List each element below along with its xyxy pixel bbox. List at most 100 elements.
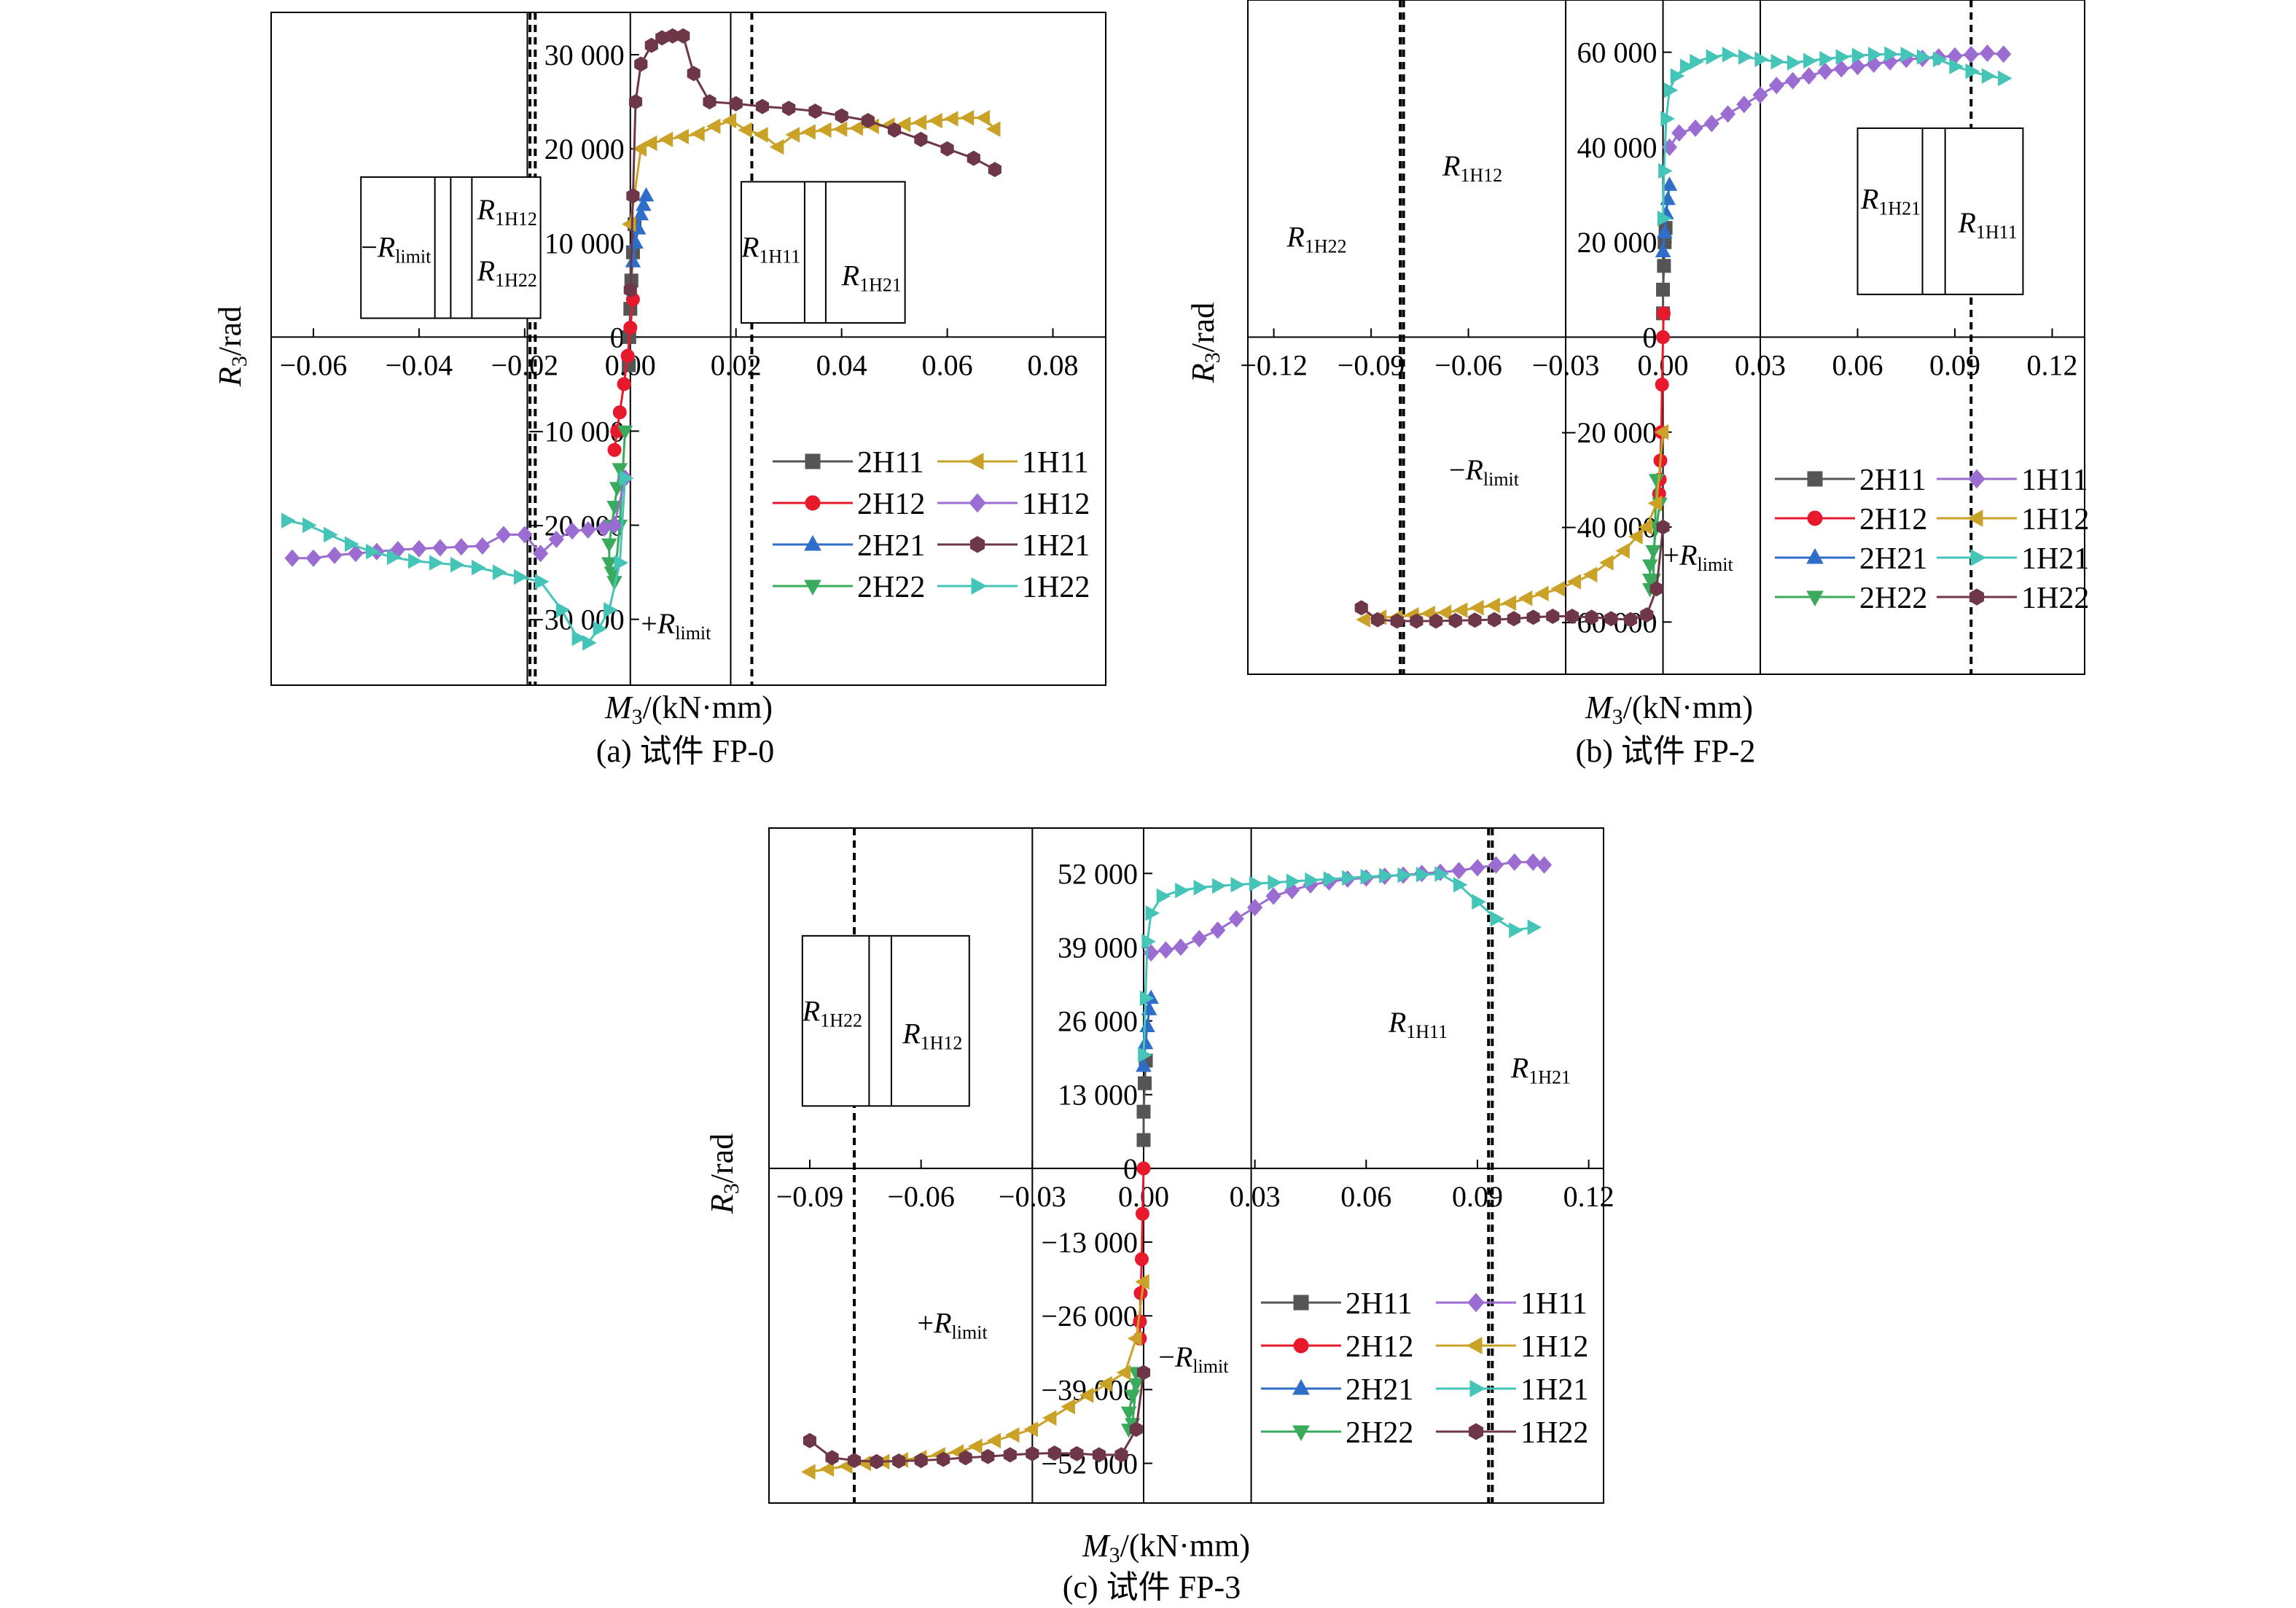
annotation-3-main: R <box>1957 206 1975 239</box>
data-point-1H21 <box>1527 919 1542 935</box>
data-point-1H22 <box>281 512 296 528</box>
annotation-0-main: R <box>802 995 820 1028</box>
y-tick-label: 26 000 <box>1058 1005 1138 1038</box>
legend-marker-2H22 <box>1292 1425 1310 1442</box>
data-point-1H12 <box>564 522 580 540</box>
data-point-1H11 <box>1210 921 1226 940</box>
x-tick-label: −0.09 <box>776 1180 844 1213</box>
data-point-1H22 <box>324 526 338 543</box>
data-point-1H11 <box>985 121 1001 137</box>
annotation-5-main: R <box>1679 539 1697 571</box>
data-point-1H21 <box>835 108 848 124</box>
legend: 2H11 1H11 2H12 1H12 2H21 1H21 2H22 1H22 <box>1261 1287 1588 1450</box>
x-axis-label-subscript: 3 <box>1109 1543 1120 1567</box>
data-point-2H22 <box>612 463 628 477</box>
data-point-1H12 <box>819 1461 835 1478</box>
data-point-2H11 <box>1136 1104 1151 1119</box>
data-point-1H22 <box>1070 1445 1084 1461</box>
data-point-1H21 <box>634 56 648 72</box>
x-tick-label: −0.04 <box>386 348 453 381</box>
annotation-3: R1H11 <box>1957 206 2017 243</box>
data-point-1H21 <box>1998 70 2012 87</box>
data-point-2H11 <box>1657 259 1671 273</box>
annotation-0-sub: limit <box>395 246 432 268</box>
data-point-1H11 <box>1228 910 1244 928</box>
annotation-0-sub: 1H22 <box>820 1010 862 1031</box>
data-point-1H12 <box>1582 566 1598 582</box>
chart-b: −0.12 −0.09 −0.06 −0.03 0.00 0.03 0.06 0.09 0.12… <box>1185 0 2089 769</box>
y-tick-label: 10 000 <box>544 227 625 259</box>
annotation-1: R1H12 <box>902 1018 962 1054</box>
data-point-1H11 <box>1849 58 1866 76</box>
annotation-4-sign: + <box>918 1307 934 1340</box>
data-point-2H21 <box>636 196 652 211</box>
data-point-1H22 <box>604 601 618 618</box>
data-point-1H21 <box>755 98 770 114</box>
data-point-1H21 <box>703 94 716 110</box>
data-point-1H12 <box>496 526 512 544</box>
series-1H22 <box>281 470 634 651</box>
y-tick-label: 0 <box>1643 321 1657 354</box>
x-tick-label: 0.12 <box>2027 349 2078 382</box>
legend-label-1H22: 1H22 <box>2021 582 2089 615</box>
annotation-1: R1H12 <box>477 193 537 230</box>
data-point-1H22 <box>937 1451 950 1467</box>
data-point-1H22 <box>1092 1447 1106 1463</box>
annotation-4-main: R <box>1464 453 1483 486</box>
data-point-2H21 <box>633 206 649 221</box>
data-point-1H12 <box>1005 1426 1020 1443</box>
data-point-1H12 <box>1356 612 1370 628</box>
data-point-2H11 <box>1138 1076 1152 1090</box>
annotation-4-sign: − <box>1449 453 1466 486</box>
data-point-1H22 <box>1047 1445 1061 1461</box>
data-point-1H21 <box>1949 58 1964 74</box>
data-point-1H11 <box>642 135 657 152</box>
data-point-1H12 <box>606 516 622 534</box>
data-point-1H12 <box>801 1464 816 1480</box>
data-point-1H21 <box>626 188 640 204</box>
annotation-4-sub: limit <box>952 1322 988 1343</box>
legend-marker-2H11 <box>1807 471 1823 487</box>
data-point-2H12 <box>612 405 627 420</box>
data-point-1H21 <box>1342 870 1356 886</box>
y-axis-label: R3/rad <box>1185 303 1225 383</box>
data-point-1H22 <box>1565 609 1580 625</box>
legend-label-1H12: 1H12 <box>1022 488 1090 521</box>
annotation-0-main: R <box>377 231 395 264</box>
legend-label-2H22: 2H22 <box>1346 1416 1413 1450</box>
y-tick-label: 20 000 <box>1577 226 1657 259</box>
data-point-1H11 <box>674 128 689 145</box>
data-point-1H22 <box>1026 1445 1039 1461</box>
annotation-2-sub: 1H11 <box>1406 1021 1448 1042</box>
data-point-1H22 <box>1354 600 1368 616</box>
y-axis-label-unit: /rad <box>1185 303 1221 352</box>
data-point-1H11 <box>1719 105 1736 123</box>
data-point-1H21 <box>628 94 643 110</box>
legend-marker-2H12 <box>1807 510 1823 526</box>
data-point-2H21 <box>638 187 655 202</box>
x-tick-label: −0.02 <box>491 348 559 381</box>
data-point-1H12 <box>1453 602 1468 618</box>
data-point-1H21 <box>988 162 1001 178</box>
data-point-1H21 <box>687 66 700 82</box>
data-point-1H12 <box>533 545 549 563</box>
data-point-1H22 <box>1488 612 1502 628</box>
data-point-1H12 <box>968 1438 983 1454</box>
legend-label-1H22: 1H22 <box>1022 571 1090 604</box>
series-1H22 <box>803 1365 1151 1470</box>
x-axis-label-var: M <box>1585 690 1614 725</box>
data-point-1H21 <box>1156 888 1171 905</box>
legend-marker-2H21 <box>1292 1378 1310 1395</box>
figure-caption: (a) 试件 FP-0 <box>596 733 774 769</box>
data-point-1H21 <box>1193 879 1208 896</box>
data-point-1H22 <box>914 1453 928 1469</box>
annotation-2: R1H11 <box>1388 1006 1448 1042</box>
annotation-2-sub: 1H21 <box>1878 198 1921 219</box>
data-point-1H11 <box>1671 124 1687 142</box>
annotation-2-sub: 1H22 <box>495 270 537 291</box>
chart-a: −0.06−0.04−0.020.000.020.040.060.08−30 0… <box>212 12 1106 769</box>
data-point-1H21 <box>1230 877 1246 893</box>
data-point-2H22 <box>1645 545 1661 560</box>
data-point-1H21 <box>1981 68 1996 84</box>
y-axis-label: R3/rad <box>704 1133 743 1214</box>
